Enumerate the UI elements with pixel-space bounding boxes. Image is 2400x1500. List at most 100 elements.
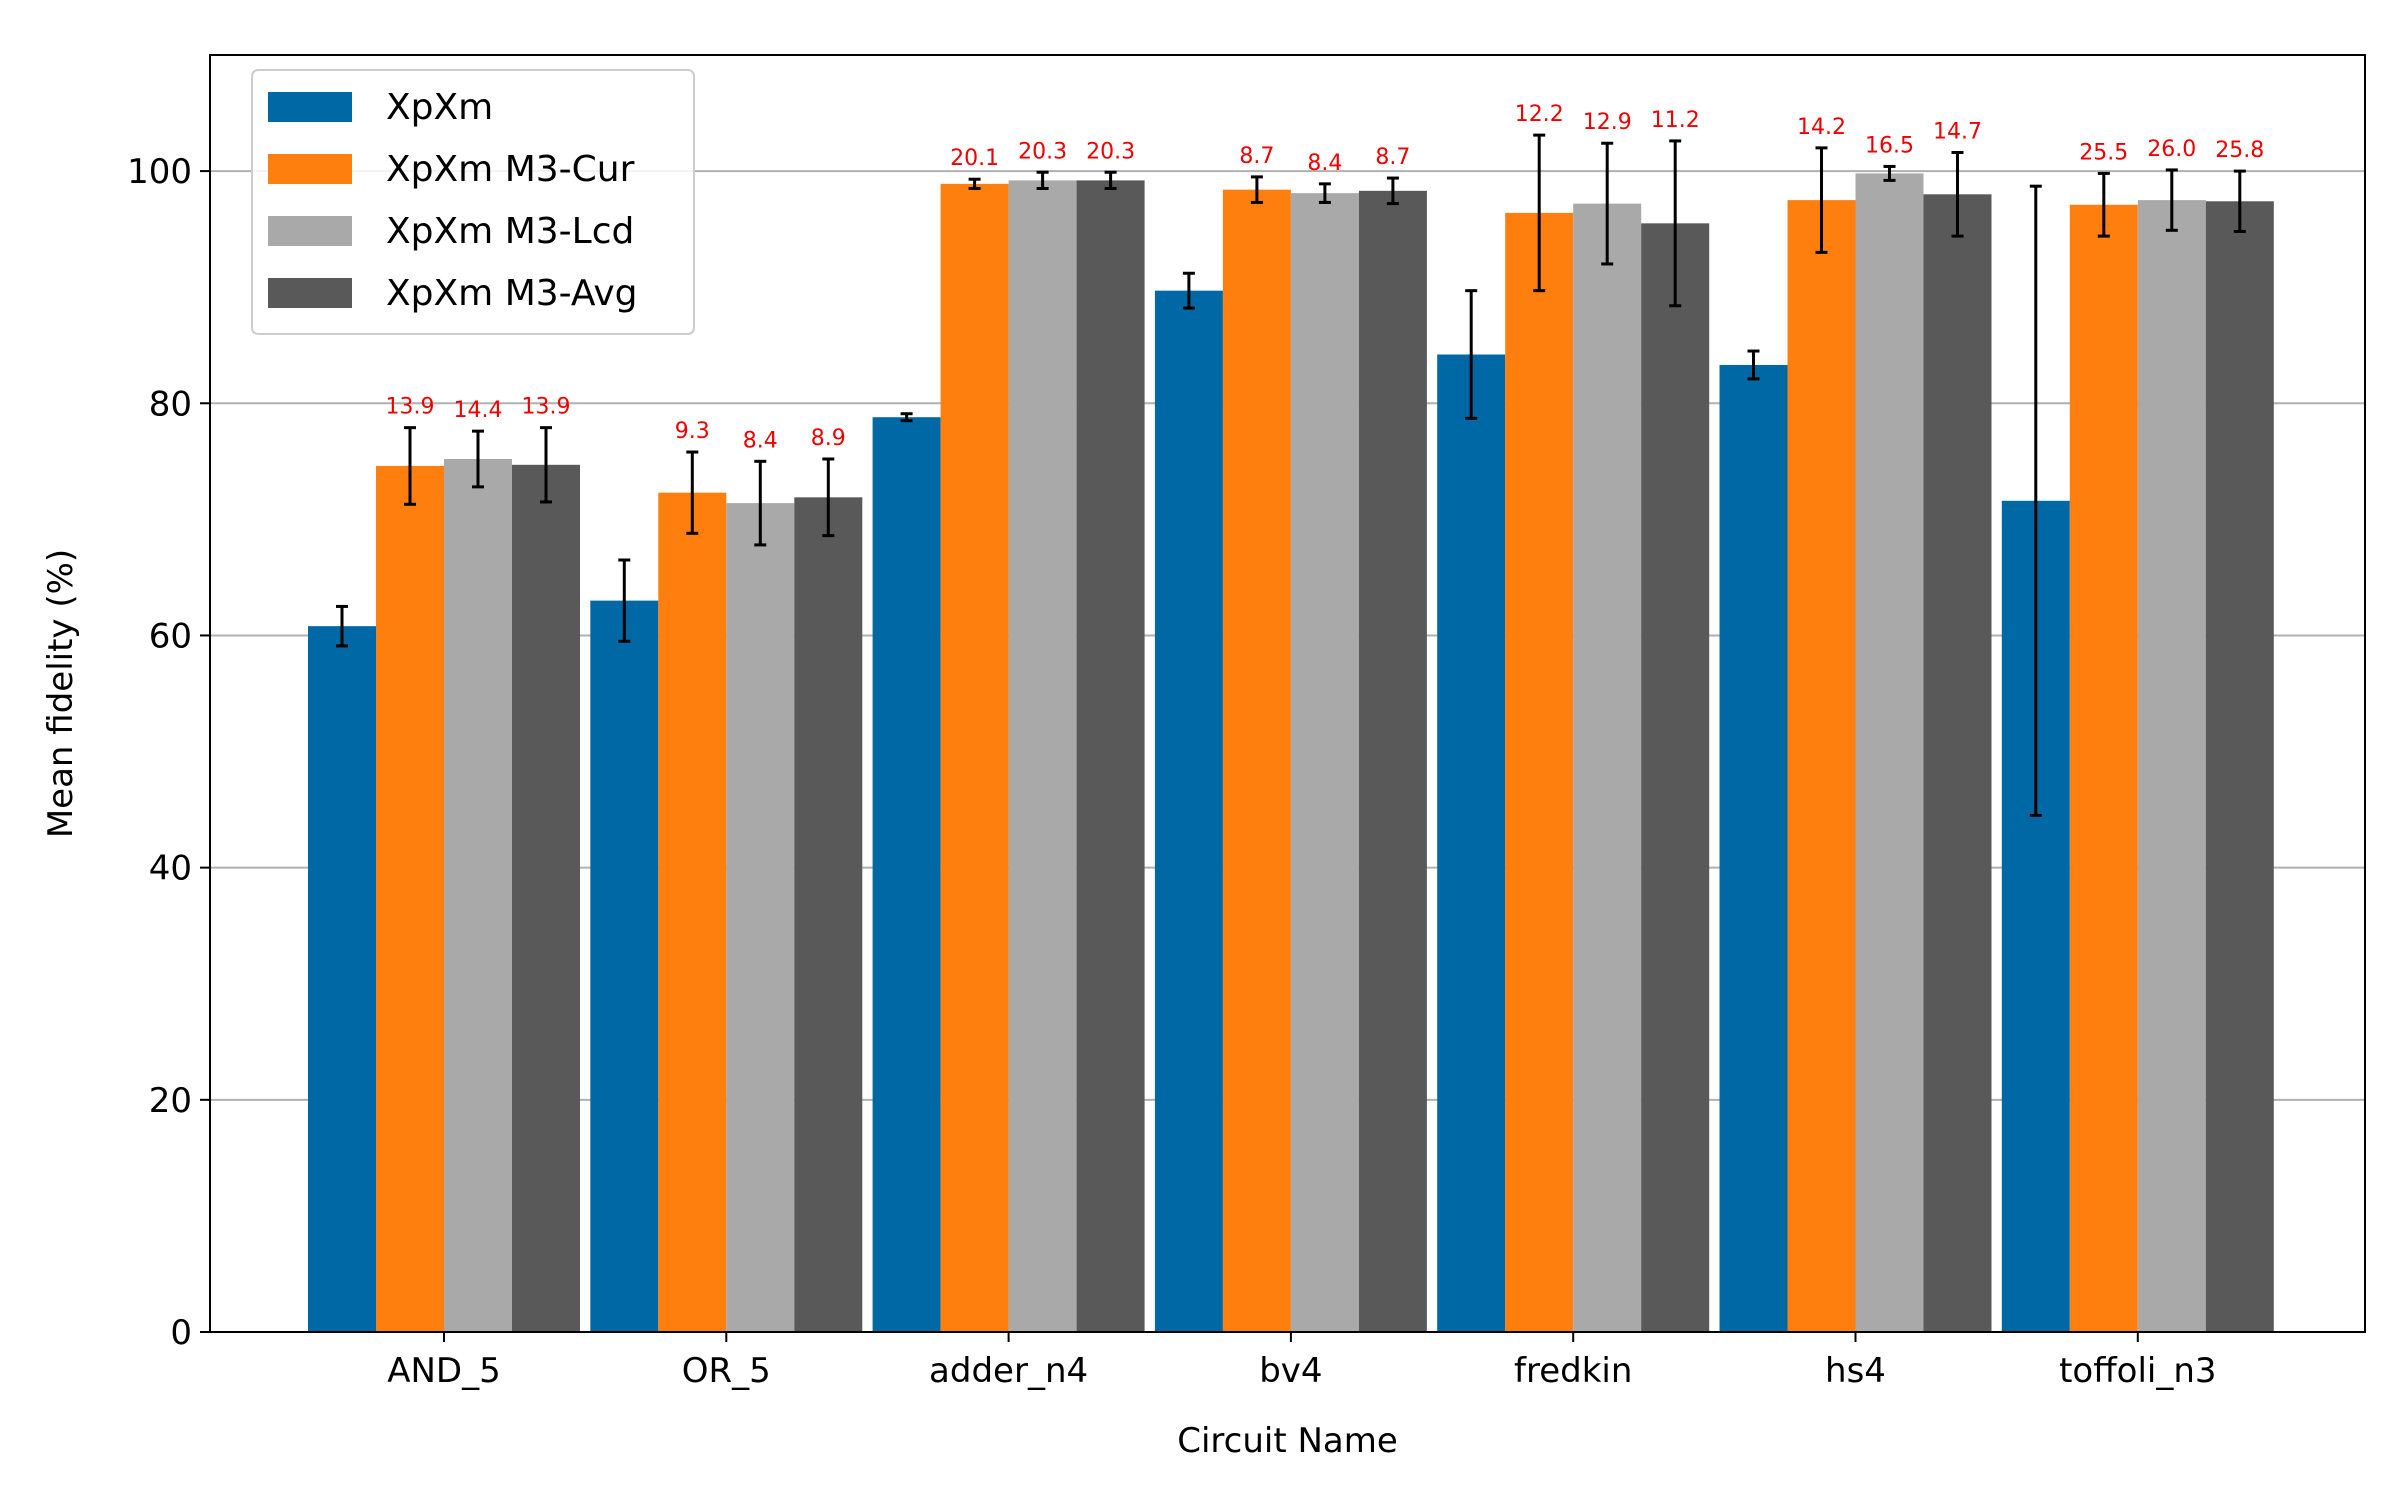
bar-label: 14.4 — [454, 398, 503, 423]
bar-label: 8.4 — [743, 428, 778, 453]
bar-label: 11.2 — [1651, 108, 1700, 133]
bar — [1437, 354, 1506, 1333]
bar-label: 9.3 — [675, 419, 710, 444]
bar — [794, 497, 863, 1332]
bar — [512, 464, 580, 1332]
legend-label: XpXm M3-Avg — [386, 273, 638, 314]
bar-label: 13.9 — [522, 395, 571, 420]
bar — [1222, 189, 1291, 1333]
legend-swatch — [268, 154, 352, 184]
error-bar — [1318, 182, 1331, 204]
bar — [1076, 180, 1145, 1333]
error-bar — [2097, 171, 2110, 238]
y-tick-label: 60 — [149, 616, 192, 656]
bar — [2137, 200, 2206, 1332]
bar-label: 8.9 — [811, 426, 846, 451]
error-bar — [754, 459, 767, 547]
bar — [1154, 290, 1223, 1332]
error-bar — [1465, 289, 1478, 420]
error-bar — [1104, 170, 1117, 191]
error-bar — [968, 177, 981, 191]
bar-annotations: 13.9 14.4 13.9 9.3 8.4 8.9 20.1 20.3 20.3 8.7 8.4 8… — [386, 102, 2265, 453]
error-bar — [1815, 146, 1828, 254]
bar — [1641, 223, 1710, 1333]
error-bar — [2029, 184, 2042, 817]
bar-label: 8.4 — [1307, 151, 1342, 176]
bar — [2205, 201, 2274, 1333]
bar-label: 25.5 — [2079, 140, 2128, 165]
bar — [872, 417, 941, 1333]
y-tick-label: 40 — [149, 849, 192, 889]
error-bar — [686, 450, 699, 535]
legend-swatch — [268, 92, 352, 122]
error-bar — [540, 426, 552, 504]
error-bar — [1883, 164, 1896, 182]
bar — [590, 600, 659, 1332]
y-tick-label: 20 — [149, 1081, 192, 1121]
bar-label: 14.7 — [1933, 120, 1982, 145]
bar-label: 20.3 — [1018, 139, 1067, 164]
bar — [444, 458, 512, 1333]
error-bar — [336, 604, 348, 648]
error-bar — [1747, 349, 1760, 381]
error-bar — [2165, 168, 2178, 232]
bar-label: 8.7 — [1375, 145, 1410, 170]
y-axis-label: Mean fidelity (%) — [41, 549, 81, 838]
bar — [1719, 364, 1788, 1332]
bar-label: 12.9 — [1583, 110, 1632, 135]
plot-frame — [209, 54, 2366, 1333]
bar-label: 16.5 — [1865, 133, 1914, 158]
bar — [1008, 180, 1077, 1333]
legend-label: XpXm — [386, 87, 493, 128]
bar-label: 14.2 — [1797, 115, 1846, 140]
axis-ticks: 0 20 40 60 80 100 AND_5 OR_5 adder_n4 bv4 fredkin h… — [127, 152, 2216, 1391]
legend: XpXm XpXm M3-Cur XpXm M3-Lcd XpXm M3-Avg — [251, 69, 695, 335]
error-bar — [1386, 176, 1399, 206]
legend-swatch — [268, 216, 352, 246]
legend-swatch — [268, 278, 352, 308]
bar-label: 12.2 — [1515, 102, 1564, 127]
error-bar — [404, 426, 416, 506]
error-bar — [1601, 141, 1614, 266]
error-bar — [618, 558, 631, 643]
bar — [308, 626, 376, 1332]
error-bar — [2233, 169, 2246, 233]
bar-label: 26.0 — [2147, 137, 2196, 162]
x-tick-label: toffoli_n3 — [2059, 1351, 2216, 1391]
legend-label: XpXm M3-Lcd — [386, 211, 634, 252]
bar — [940, 183, 1009, 1332]
error-bar — [1036, 170, 1049, 191]
bar-label: 8.7 — [1239, 144, 1274, 169]
error-bar — [822, 457, 835, 538]
bar — [1573, 203, 1642, 1333]
bar — [1787, 200, 1856, 1332]
x-tick-label: adder_n4 — [929, 1351, 1088, 1391]
error-bar — [1533, 133, 1546, 293]
error-bars — [336, 133, 2246, 817]
legend-label: XpXm M3-Cur — [386, 149, 635, 190]
bar — [1290, 193, 1359, 1332]
bar-label: 25.8 — [2215, 138, 2264, 163]
bar — [658, 492, 727, 1332]
bar — [376, 465, 444, 1333]
error-bar — [1182, 271, 1195, 310]
bar — [2069, 204, 2138, 1332]
y-tick-label: 100 — [127, 152, 192, 192]
x-axis-label: Circuit Name — [1177, 1421, 1398, 1461]
bar-label: 20.3 — [1086, 139, 1135, 164]
bar — [726, 503, 795, 1332]
error-bar — [1669, 139, 1682, 308]
bar — [1358, 190, 1427, 1332]
error-bar — [1250, 175, 1263, 204]
error-bar — [900, 412, 913, 423]
y-tick-label: 0 — [170, 1313, 192, 1353]
x-tick-label: AND_5 — [387, 1351, 501, 1391]
bar-label: 20.1 — [950, 146, 999, 171]
error-bar — [1951, 151, 1964, 238]
x-tick-label: OR_5 — [682, 1351, 771, 1391]
bars — [308, 173, 2274, 1333]
x-tick-label: bv4 — [1259, 1351, 1322, 1391]
bar-label: 13.9 — [386, 395, 435, 420]
bar — [1855, 173, 1924, 1332]
